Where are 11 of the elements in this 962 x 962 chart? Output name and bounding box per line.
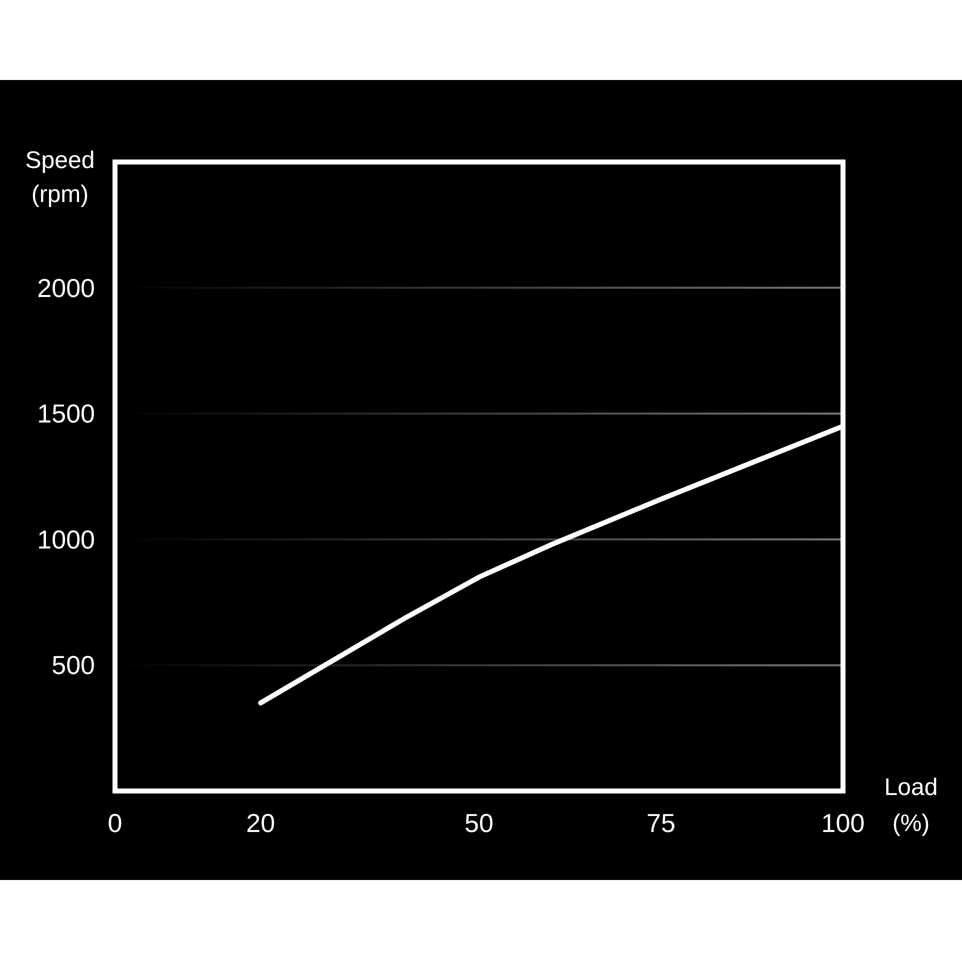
x-tick-label: 0 (108, 808, 122, 838)
x-tick-label: 100 (821, 808, 865, 838)
x-tick-label: 20 (246, 808, 276, 838)
y-tick-label: 1000 (37, 524, 95, 554)
y-tick-label: 1500 (37, 398, 95, 429)
x-tick-label: 50 (464, 808, 494, 838)
y-axis-title: Speed (rpm) (25, 147, 95, 208)
x-tick-label: 75 (646, 808, 676, 838)
x-axis-title: Load (%) (884, 774, 938, 837)
y-tick-label: 500 (52, 650, 95, 680)
y-tick-label: 2000 (37, 272, 95, 303)
